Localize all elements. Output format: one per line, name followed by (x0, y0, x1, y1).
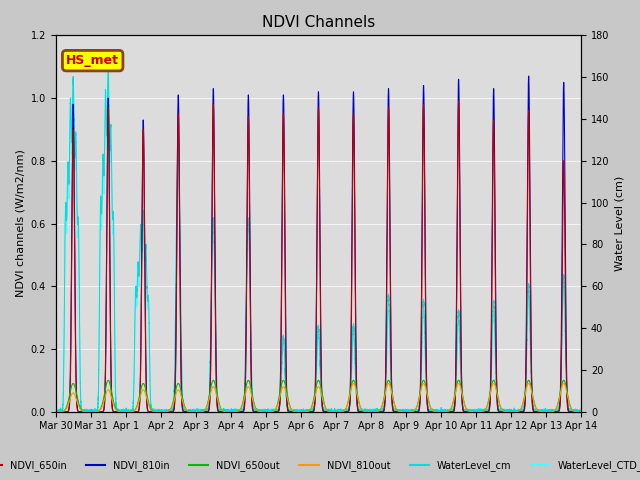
Text: HS_met: HS_met (66, 54, 119, 67)
Y-axis label: NDVI channels (W/m2/nm): NDVI channels (W/m2/nm) (15, 150, 25, 298)
Title: NDVI Channels: NDVI Channels (262, 15, 375, 30)
Legend: NDVI_650in, NDVI_810in, NDVI_650out, NDVI_810out, WaterLevel_cm, WaterLevel_CTD_: NDVI_650in, NDVI_810in, NDVI_650out, NDV… (0, 456, 640, 475)
Y-axis label: Water Level (cm): Water Level (cm) (615, 176, 625, 271)
